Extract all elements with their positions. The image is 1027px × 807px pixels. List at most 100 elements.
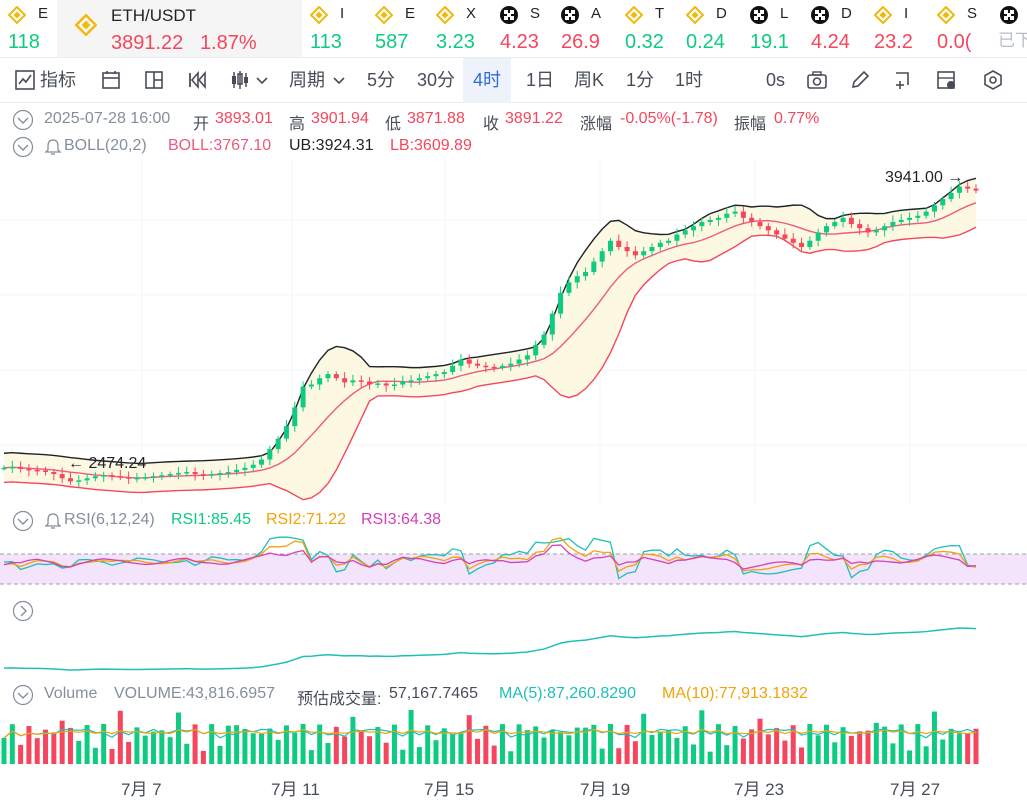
- settings-icon[interactable]: [982, 69, 1004, 91]
- binance-icon: [310, 6, 328, 24]
- rsi3-value: RSI3:64.38: [361, 511, 442, 528]
- volume-bar: [832, 742, 838, 764]
- ticker-item[interactable]: A 26.9: [553, 0, 617, 57]
- pencil-icon[interactable]: [849, 69, 871, 91]
- volume-bar: [250, 733, 256, 764]
- volume-bar: [907, 750, 913, 764]
- chevron-down-icon[interactable]: [255, 69, 269, 91]
- candle-body: [192, 472, 198, 475]
- obv-chart[interactable]: [0, 620, 1027, 680]
- add-indicator-icon[interactable]: [892, 69, 914, 91]
- candle-body: [76, 480, 82, 482]
- indicators-button[interactable]: 指标: [40, 70, 76, 90]
- interval-tab[interactable]: 1日: [525, 70, 554, 90]
- period-dropdown[interactable]: 周期: [289, 70, 325, 90]
- candle-body: [441, 372, 447, 375]
- template-icon[interactable]: [935, 69, 957, 91]
- volume-bar: [317, 724, 323, 764]
- camera-icon[interactable]: [806, 69, 828, 91]
- collapse-chevron-icon[interactable]: [12, 684, 34, 706]
- expand-chevron-icon[interactable]: [12, 600, 34, 622]
- volume-chart[interactable]: [0, 708, 1027, 766]
- volume-bar: [923, 746, 929, 764]
- ticker-item[interactable]: E 587: [367, 0, 428, 57]
- candle-body: [92, 476, 98, 479]
- candlestick-type-icon[interactable]: [229, 69, 251, 91]
- volume-bar: [350, 716, 356, 764]
- indicator-icon[interactable]: [14, 69, 36, 91]
- chevron-down-icon[interactable]: [332, 69, 346, 91]
- ticker-item[interactable]: D 4.24: [803, 0, 866, 57]
- volume-bar: [450, 734, 456, 764]
- interval-tab[interactable]: 4时: [463, 58, 511, 103]
- volume-bar: [948, 728, 954, 764]
- volume-bar: [882, 726, 888, 764]
- candle-body: [691, 226, 697, 231]
- collapse-chevron-icon[interactable]: [12, 136, 34, 158]
- candle-body: [848, 217, 854, 225]
- candle-body: [109, 475, 115, 477]
- ticker-eth-usdt[interactable]: ETH/USDT 3891.22 1.87%: [57, 0, 302, 57]
- candle-body: [34, 469, 40, 472]
- candle-body: [184, 472, 190, 474]
- volume-bar: [915, 724, 921, 764]
- candle-body: [541, 334, 547, 345]
- interval-tab[interactable]: 5分: [366, 70, 395, 90]
- ticker-price: 113: [310, 31, 342, 53]
- ticker-name: E: [405, 5, 416, 22]
- ticker-item[interactable]: S已下: [992, 0, 1027, 57]
- layout-icon[interactable]: [100, 69, 122, 91]
- candle-body: [898, 219, 904, 222]
- interval-tab[interactable]: 1时: [674, 70, 703, 90]
- interval-tab[interactable]: 周K: [573, 70, 604, 90]
- volume-bar: [499, 724, 505, 764]
- volume-bar: [591, 724, 597, 764]
- ticker-item[interactable]: E 118: [0, 0, 57, 57]
- open-value: 3893.01: [215, 110, 273, 127]
- ticker-item[interactable]: I 113: [302, 0, 367, 57]
- volume-bar: [18, 744, 24, 764]
- volume-bar: [200, 750, 206, 764]
- volume-bar: [466, 715, 472, 764]
- rewind-icon[interactable]: [186, 69, 208, 91]
- volume-bar: [616, 748, 622, 764]
- volume-bar: [26, 726, 32, 764]
- x-tick-label: 7月 19: [580, 780, 631, 799]
- ticker-name: E: [38, 5, 49, 22]
- split-layout-icon[interactable]: [143, 69, 165, 91]
- ticker-item[interactable]: S 0.0(: [929, 0, 992, 57]
- volume-bar: [76, 740, 82, 764]
- volume-bar: [848, 735, 854, 764]
- interval-tab[interactable]: 1分: [625, 70, 654, 90]
- candle-body: [275, 438, 281, 450]
- volume-bar: [624, 724, 630, 764]
- ticker-item[interactable]: T 0.32: [617, 0, 678, 57]
- candle-body: [757, 222, 763, 227]
- ticker-item[interactable]: I 23.2: [866, 0, 929, 57]
- candle-body: [516, 359, 522, 364]
- volume-bar: [142, 735, 148, 764]
- candle-body: [142, 477, 148, 479]
- ticker-item[interactable]: D 0.24: [678, 0, 742, 57]
- collapse-chevron-icon[interactable]: [12, 109, 34, 131]
- candle-body: [126, 477, 132, 479]
- ticker-item[interactable]: S 4.23: [492, 0, 553, 57]
- candle-body: [250, 464, 256, 468]
- collapse-chevron-icon[interactable]: [12, 510, 34, 532]
- bell-icon[interactable]: [44, 512, 62, 530]
- rsi-chart[interactable]: [0, 532, 1027, 594]
- ticker-name: X: [466, 5, 477, 22]
- volume-bar: [541, 737, 547, 764]
- ticker-item[interactable]: X 3.23: [428, 0, 492, 57]
- candle-body: [117, 476, 123, 478]
- candle-body: [267, 449, 273, 460]
- interval-tab[interactable]: 30分: [416, 70, 456, 90]
- volume-bar: [607, 724, 613, 764]
- bell-icon[interactable]: [44, 138, 62, 156]
- candle-body: [566, 282, 572, 293]
- candle-body: [790, 238, 796, 243]
- ticker-item[interactable]: L 19.1: [742, 0, 803, 57]
- price-chart[interactable]: 3941.00 → ← 2474.24: [0, 160, 1027, 505]
- volume-bar: [790, 725, 796, 764]
- volume-bar: [134, 727, 140, 764]
